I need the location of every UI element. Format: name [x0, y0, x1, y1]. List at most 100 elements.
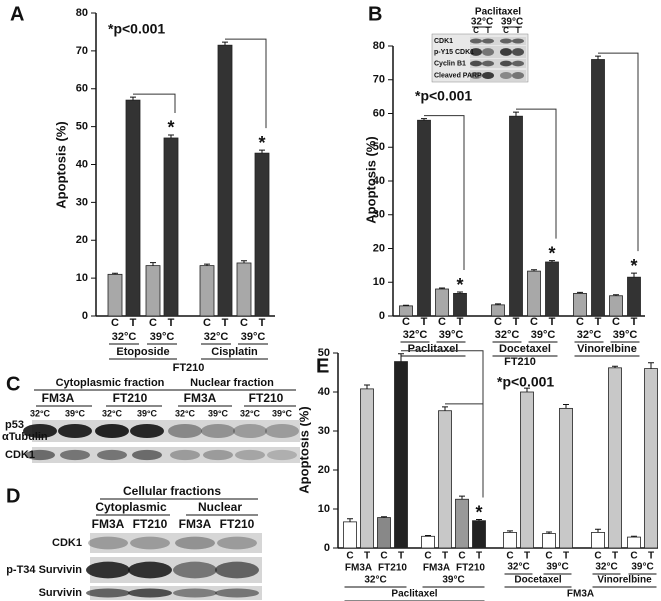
blot-band [86, 561, 130, 579]
x-tick-label: C [530, 316, 538, 328]
blot-band [173, 561, 217, 579]
blot-label: Survivin [39, 587, 83, 599]
blot-band [130, 423, 164, 439]
group-label: FM3A [345, 563, 372, 574]
y-tick-label: 20 [318, 464, 330, 476]
bar [360, 388, 374, 549]
blot-label: Nuclear fraction [190, 377, 274, 389]
y-tick-label: 20 [373, 242, 385, 254]
x-tick-label: T [259, 317, 266, 329]
y-axis-label: Apoptosis (%) [363, 136, 378, 223]
error-bar [563, 403, 569, 409]
y-tick-label: 20 [76, 234, 88, 246]
blot-band [470, 48, 482, 56]
x-tick-label: T [631, 316, 638, 328]
error-bar [577, 291, 583, 294]
blot-background [90, 533, 262, 553]
blot-label: FM3A [92, 517, 125, 531]
y-tick-label: 50 [76, 121, 88, 133]
x-tick-label: T [563, 551, 569, 562]
blot-band [128, 561, 172, 579]
blot-label: Cleaved PARP [434, 72, 482, 79]
blot-label: FT210 [220, 517, 255, 531]
y-tick-label: 50 [318, 347, 330, 359]
group-label: Vinorelbine [577, 343, 637, 355]
group-label: Etoposide [116, 346, 169, 358]
group-label: FT210 [173, 362, 205, 374]
blot-band [267, 449, 297, 461]
bar [591, 532, 605, 549]
y-tick-label: 40 [318, 386, 330, 398]
error-bar [439, 287, 445, 289]
blot-label: Cytoplasmic fraction [56, 377, 165, 389]
group-label: FM3A [423, 563, 450, 574]
x-tick-label: T [476, 551, 482, 562]
bar [107, 273, 123, 317]
blot-band [512, 38, 524, 44]
error-bar [150, 262, 156, 266]
bar [509, 115, 523, 317]
x-tick-label: C [149, 317, 157, 329]
x-tick-label: T [222, 317, 229, 329]
blot-label: FM3A [184, 391, 217, 405]
bar [559, 407, 573, 549]
x-tick-label: C [380, 551, 387, 562]
error-bar [364, 384, 370, 389]
y-tick-label: 10 [76, 272, 88, 284]
error-bar [507, 530, 513, 533]
error-bar [241, 260, 247, 263]
group-label: Cisplatin [211, 346, 258, 358]
blot-label: 32°C [30, 408, 51, 418]
bracket [598, 52, 639, 252]
bar [455, 498, 469, 549]
y-tick-label: 70 [76, 45, 88, 57]
bar [453, 292, 467, 317]
x-tick-label: C [111, 317, 119, 329]
annotation: *p<0.001 [415, 88, 472, 104]
bar [217, 44, 233, 317]
y-tick-label: 80 [373, 40, 385, 52]
x-tick-label: C [424, 551, 431, 562]
blot-band [203, 449, 233, 461]
x-tick-label: T [648, 551, 654, 562]
group-label: 39°C [631, 562, 653, 573]
x-tick-label: T [595, 316, 602, 328]
blot-band [470, 38, 482, 44]
y-tick-label: 50 [373, 141, 385, 153]
bar [627, 276, 641, 317]
y-tick-label: 60 [373, 107, 385, 119]
bar [609, 295, 623, 317]
group-label: Docetaxel [514, 575, 561, 586]
group-label: Vinorelbine [597, 575, 652, 586]
error-bar [631, 535, 637, 538]
x-tick-label: T [457, 316, 464, 328]
blot-label: FM3A [42, 391, 75, 405]
blot-band [482, 48, 494, 56]
blot-band [23, 423, 57, 439]
blot-background [90, 586, 262, 600]
blot-label: CDK1 [434, 38, 453, 45]
bar [573, 292, 587, 317]
x-tick-label: T [398, 551, 404, 562]
blot-label: 39°C [208, 408, 229, 418]
bracket [445, 403, 484, 498]
bar [591, 59, 605, 317]
blot-band [470, 71, 482, 80]
error-bar [476, 519, 482, 521]
bar [163, 137, 179, 317]
bar [145, 265, 161, 317]
x-tick-label: T [513, 316, 520, 328]
significance-mark: * [456, 275, 463, 295]
blot-band [470, 60, 482, 67]
bar [236, 262, 252, 317]
error-bar [546, 531, 552, 534]
x-tick-label: C [346, 551, 353, 562]
panel-letter: C [6, 373, 20, 395]
bracket [424, 115, 465, 271]
x-tick-label: C [438, 316, 446, 328]
significance-mark: * [258, 133, 265, 153]
group-label: 39°C [613, 329, 638, 341]
bar [438, 410, 452, 549]
blot-band [500, 71, 512, 80]
